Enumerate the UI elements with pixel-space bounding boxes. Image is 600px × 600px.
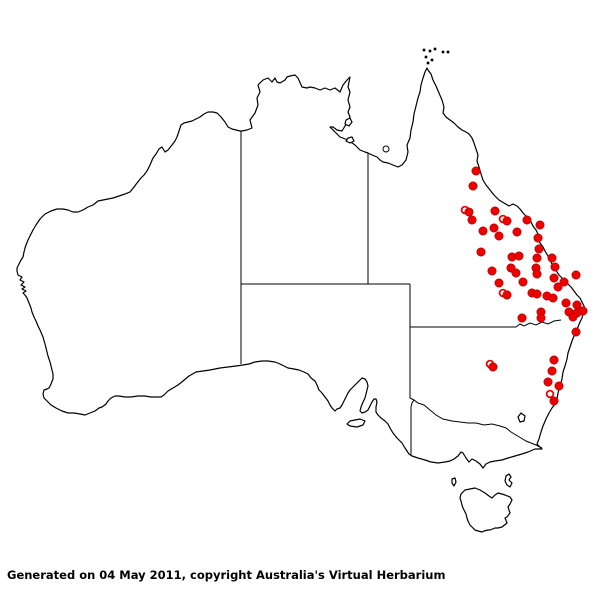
specimen-marker — [514, 251, 524, 261]
specimen-marker — [550, 262, 560, 272]
state-border-qld-nsw — [410, 319, 562, 328]
specimen-marker — [532, 289, 542, 299]
specimen-marker — [478, 226, 488, 236]
specimen-marker — [494, 231, 504, 241]
specimen-marker — [502, 290, 512, 300]
king-island-outline — [451, 477, 457, 487]
specimen-marker — [571, 327, 581, 337]
copyright-footer: Generated on 04 May 2011, copyright Aust… — [7, 568, 446, 582]
specimen-marker — [533, 233, 543, 243]
kangaroo-island-outline — [346, 418, 366, 428]
specimen-marker — [568, 312, 578, 322]
islet — [441, 50, 445, 54]
specimen-marker — [468, 181, 478, 191]
tasmania-outline — [459, 487, 513, 533]
specimen-marker — [489, 223, 499, 233]
state-border-sa-vic — [409, 397, 415, 455]
state-border-nsw-vic-murray — [413, 399, 543, 449]
act-outline — [517, 412, 526, 423]
specimen-marker — [512, 227, 522, 237]
specimen-marker — [488, 362, 498, 372]
specimen-marker — [548, 293, 558, 303]
specimen-marker — [535, 220, 545, 230]
specimen-marker — [549, 396, 559, 406]
specimen-marker — [543, 377, 553, 387]
mornington-island-outline — [345, 136, 355, 144]
specimen-marker — [549, 273, 559, 283]
specimen-marker — [534, 244, 544, 254]
specimen-marker — [547, 253, 557, 263]
groote-eylandt-outline — [344, 117, 353, 127]
specimen-marker — [494, 278, 504, 288]
specimen-marker — [518, 277, 528, 287]
specimen-marker — [554, 381, 564, 391]
specimen-marker — [561, 298, 571, 308]
specimen-marker — [487, 266, 497, 276]
specimen-marker — [490, 206, 500, 216]
islet — [430, 58, 434, 62]
specimen-marker — [553, 282, 563, 292]
specimen-marker — [532, 269, 542, 279]
islet — [422, 48, 426, 52]
specimen-marker — [559, 277, 569, 287]
specimen-marker — [522, 215, 532, 225]
specimen-marker — [532, 253, 542, 263]
specimen-marker — [549, 355, 559, 365]
specimen-marker — [502, 216, 512, 226]
islet — [433, 47, 437, 51]
specimen-marker — [517, 313, 527, 323]
specimen-marker — [511, 268, 521, 278]
specimen-marker — [547, 366, 557, 376]
specimen-marker-ring — [545, 389, 555, 399]
specimen-marker — [536, 313, 546, 323]
islet — [428, 49, 432, 53]
specimen-marker — [471, 166, 481, 176]
islet — [424, 55, 428, 59]
islet — [446, 50, 450, 54]
flinders-island-outline — [504, 473, 513, 488]
mainland-outline — [16, 67, 586, 469]
specimen-marker — [464, 207, 474, 217]
island-circle — [382, 145, 390, 153]
specimen-marker — [578, 306, 588, 316]
islet — [426, 61, 430, 65]
specimen-marker — [571, 270, 581, 280]
specimen-marker — [476, 247, 486, 257]
specimen-marker — [467, 215, 477, 225]
